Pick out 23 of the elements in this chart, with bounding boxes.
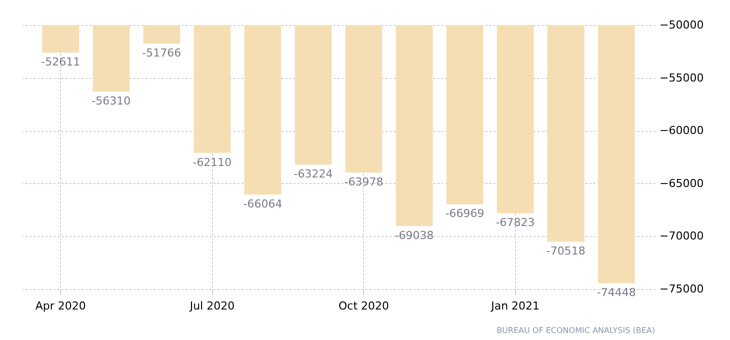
data-label: -69038 (394, 229, 434, 242)
data-label: -67823 (496, 216, 535, 230)
data-label: -63224 (294, 168, 333, 181)
x-tick-label: Oct 2020 (338, 300, 390, 312)
data-label: -74448 (596, 286, 636, 300)
y-tick-label: −60000 (660, 124, 704, 138)
data-label: -66969 (445, 207, 484, 220)
y-tick-label: −55000 (660, 71, 704, 84)
data-label: -51766 (142, 46, 182, 60)
data-label: -66064 (243, 198, 282, 211)
y-tick-label: −50000 (660, 18, 704, 32)
text: BUREAU OF ECONOMIC ANALYSIS (BEA) (496, 326, 655, 335)
y-tick-label: −65000 (660, 176, 704, 190)
data-label: -63978 (344, 176, 384, 189)
data-label: -56310 (92, 94, 131, 108)
y-tick-label: −75000 (660, 282, 704, 296)
data-label: -70518 (546, 244, 586, 258)
x-tick-label: Apr 2020 (35, 300, 86, 312)
data-label: -52611 (41, 56, 80, 69)
x-tick-label: Jul 2020 (188, 300, 235, 312)
y-tick-label: −70000 (660, 230, 704, 243)
x-tick-label: Jan 2021 (490, 300, 540, 312)
data-label: -62110 (192, 156, 232, 169)
